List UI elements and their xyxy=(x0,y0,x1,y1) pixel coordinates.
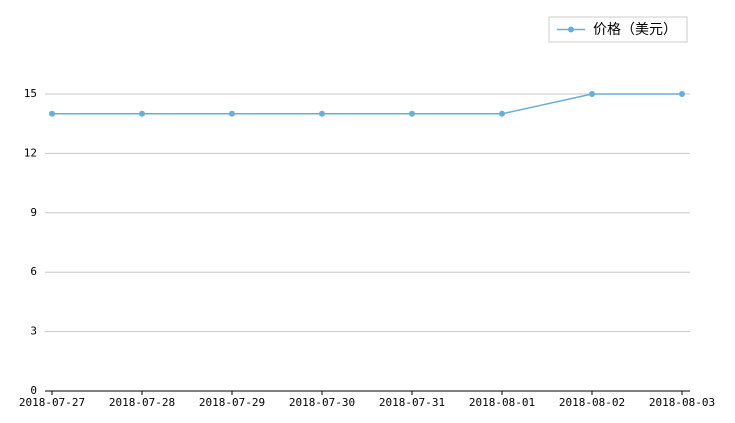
x-tick-label: 2018-07-28 xyxy=(109,396,175,409)
data-point xyxy=(49,110,55,117)
data-point xyxy=(499,110,505,117)
data-point xyxy=(229,110,235,117)
x-tick-label: 2018-07-31 xyxy=(379,396,445,409)
legend-marker xyxy=(568,26,574,33)
series-line xyxy=(52,93,682,115)
x-tick-label: 2018-07-29 xyxy=(199,396,265,409)
x-tick-label: 2018-08-02 xyxy=(559,396,625,409)
y-tick-label: 9 xyxy=(30,206,37,219)
x-tick-label: 2018-07-30 xyxy=(289,396,355,409)
x-tick-label: 2018-08-03 xyxy=(649,396,715,409)
data-point xyxy=(589,91,595,97)
y-tick-label: 3 xyxy=(30,325,37,338)
y-tick-label: 0 xyxy=(30,384,37,397)
y-tick-label: 12 xyxy=(24,146,37,159)
y-tick-label: 15 xyxy=(24,87,37,100)
data-point xyxy=(679,91,685,97)
x-tick-label: 2018-07-27 xyxy=(19,396,85,409)
data-point xyxy=(139,110,145,117)
data-point xyxy=(409,110,415,117)
data-point xyxy=(319,110,325,117)
y-tick-label: 6 xyxy=(30,265,37,278)
legend-label: 价格（美元） xyxy=(593,22,677,38)
x-tick-label: 2018-08-01 xyxy=(469,396,535,409)
